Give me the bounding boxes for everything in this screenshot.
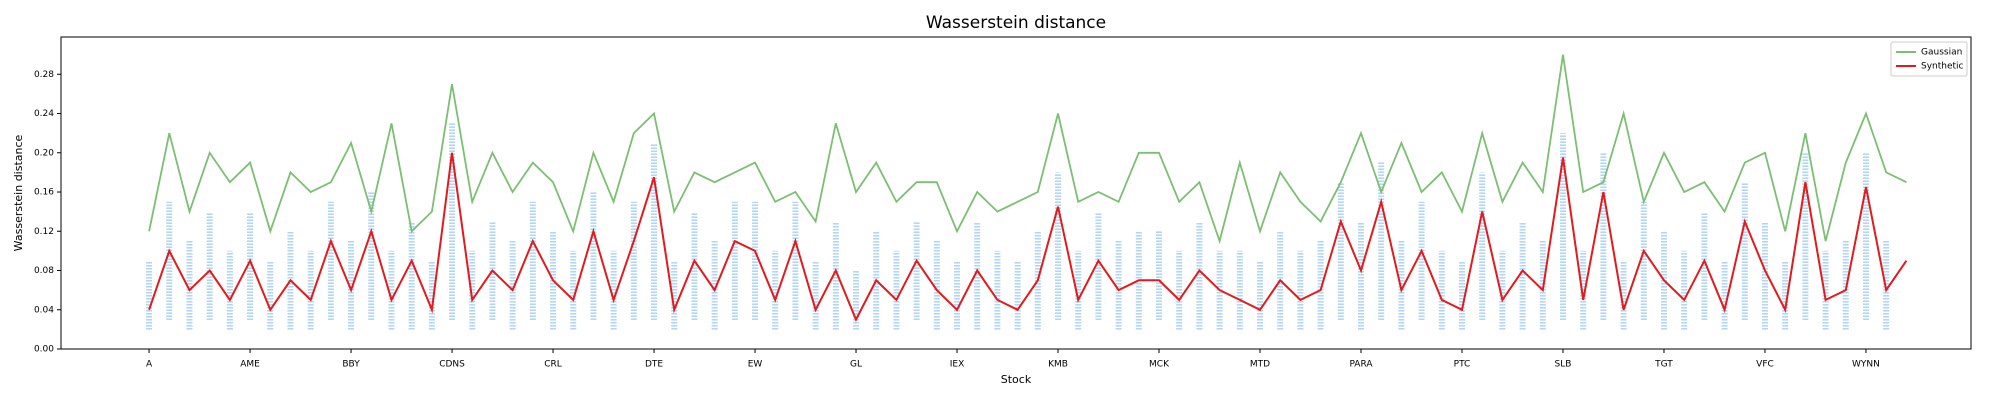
x-tick-label: KMB: [1048, 360, 1068, 370]
x-tick-label: EW: [748, 360, 763, 370]
y-tick-label: 0.20: [34, 148, 54, 158]
x-tick-label: DTE: [645, 360, 663, 370]
y-tick-label: 0.08: [34, 266, 54, 276]
x-tick-label: CRL: [544, 360, 562, 370]
x-tick-label: GL: [850, 360, 862, 370]
series-line: [148, 152, 1908, 322]
legend-label: Gaussian: [1921, 48, 1962, 58]
y-tick-label: 0.16: [34, 188, 54, 198]
x-tick-label: WYNN: [1852, 360, 1880, 370]
x-tick-label: SLB: [1555, 360, 1572, 370]
x-tick-label: IEX: [950, 360, 965, 370]
x-tick-label: MTD: [1250, 360, 1270, 370]
legend-box: [1890, 41, 1968, 77]
plot-frame: [60, 36, 1972, 350]
x-tick-label: VFC: [1756, 360, 1774, 370]
x-tick-label: TGT: [1654, 360, 1673, 370]
x-tick-label: A: [146, 360, 153, 370]
x-tick-label: PARA: [1349, 360, 1373, 370]
y-axis-label: Wasserstein distance: [12, 134, 25, 251]
y-tick-label: 0.24: [34, 109, 54, 119]
y-tick-label: 0.00: [34, 345, 54, 355]
x-tick-label: PTC: [1454, 360, 1471, 370]
x-tick-label: BBY: [342, 360, 360, 370]
y-tick-label: 0.04: [34, 305, 54, 315]
legend-label: Synthetic: [1921, 62, 1964, 72]
x-axis-label: Stock: [1001, 373, 1032, 386]
y-tick-label: 0.28: [34, 70, 54, 80]
chart-title: Wasserstein distance: [926, 13, 1106, 33]
x-tick-label: CDNS: [439, 360, 465, 370]
x-tick-label: MCK: [1149, 360, 1170, 370]
x-tick-label: AME: [240, 360, 260, 370]
y-tick-label: 0.12: [34, 227, 54, 237]
series-line: [148, 54, 1907, 245]
